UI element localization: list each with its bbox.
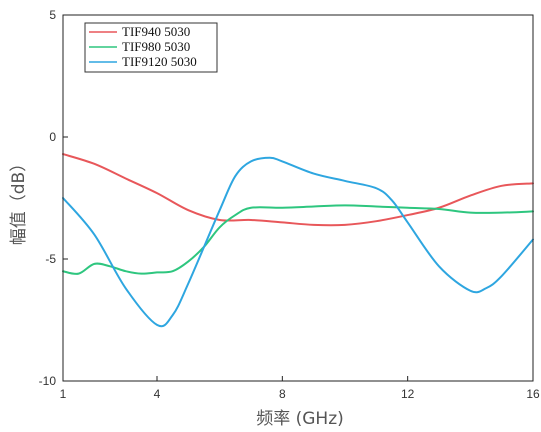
x-tick-label: 12 <box>401 387 415 401</box>
x-tick-label: 16 <box>526 387 540 401</box>
y-axis-title: 幅值（dB） <box>9 155 29 245</box>
legend-label-1: TIF940 5030 <box>122 24 190 39</box>
axes: 1 4 8 12 16 5 0 -5 -10 频率 (GHz) 幅值（dB） <box>9 8 540 429</box>
x-axis-title: 频率 (GHz) <box>256 409 344 429</box>
legend-label-3: TIF9120 5030 <box>122 54 197 69</box>
series-line-3 <box>62 156 534 328</box>
y-tick-label: 0 <box>49 130 56 144</box>
plot-frame <box>62 14 534 382</box>
plot-area <box>62 153 534 328</box>
y-tick-label: -10 <box>39 374 57 388</box>
series-line-2 <box>62 204 534 275</box>
series-line-1 <box>62 153 534 227</box>
legend-label-2: TIF980 5030 <box>122 39 190 54</box>
y-tick-label: 5 <box>49 8 56 22</box>
x-tick-label: 1 <box>60 387 67 401</box>
x-tick-label: 4 <box>154 387 161 401</box>
y-tick-label: -5 <box>45 252 56 266</box>
x-tick-label: 8 <box>279 387 286 401</box>
